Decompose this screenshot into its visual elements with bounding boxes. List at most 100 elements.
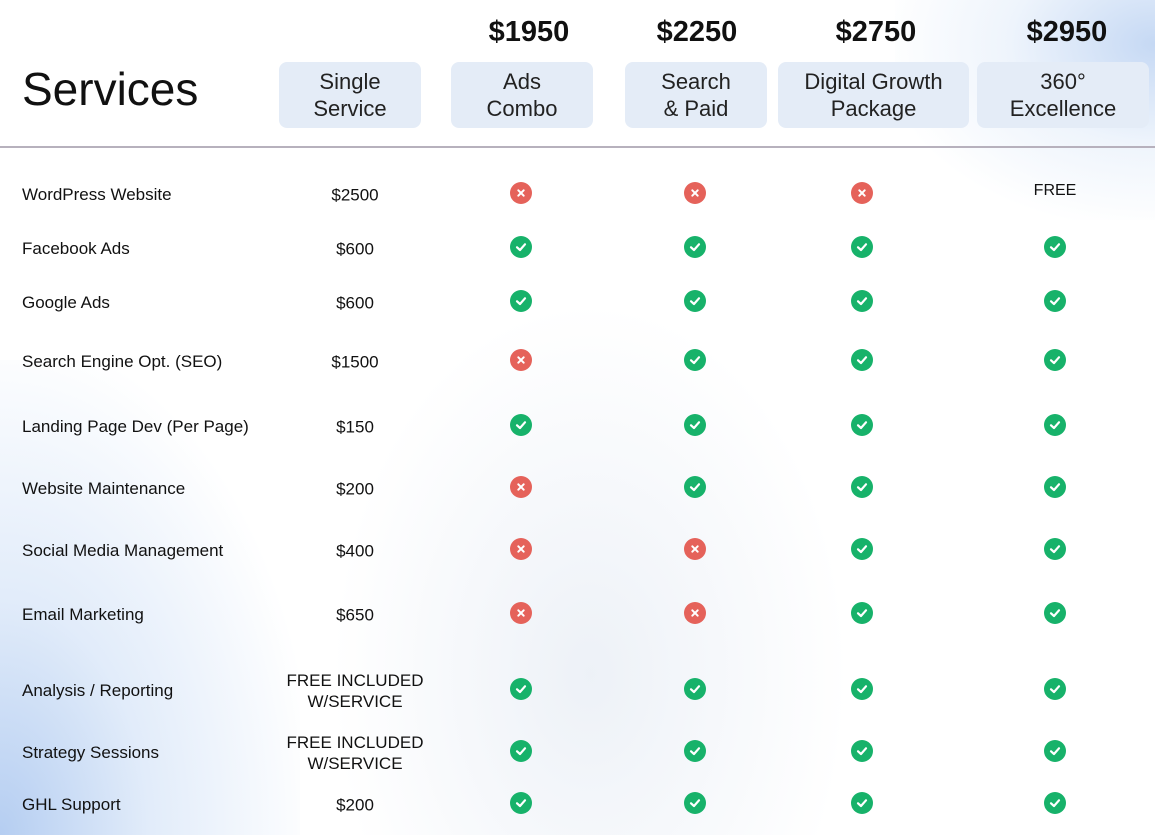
package-name-line2: & Paid [663, 96, 729, 121]
check-icon [1044, 236, 1066, 258]
check-icon [1044, 290, 1066, 312]
price-line1: $1500 [331, 352, 379, 372]
price-line1: $400 [336, 541, 374, 561]
check-icon [1044, 792, 1066, 814]
price-line1: $200 [336, 795, 374, 815]
check-icon [510, 740, 532, 762]
check-icon [1044, 678, 1066, 700]
price-line2: W/SERVICE [307, 754, 403, 773]
package-name-line2: Combo [486, 96, 558, 121]
price-line1: $200 [336, 479, 374, 499]
check-icon [851, 602, 873, 624]
check-icon [684, 740, 706, 762]
row-single-price: $1500 [331, 352, 378, 373]
check-icon [1044, 349, 1066, 371]
check-icon [851, 678, 873, 700]
check-icon [684, 414, 706, 436]
price-digital-growth: $2750 [835, 16, 917, 48]
price-line1: $150 [336, 417, 374, 437]
row-service-name: GHL Support [22, 795, 121, 814]
check-icon [684, 678, 706, 700]
price-line2: W/SERVICE [307, 692, 403, 711]
package-name-line2: Service [313, 96, 387, 121]
cross-icon [684, 182, 706, 204]
background-glow-center [330, 300, 850, 835]
package-header-ads-combo: Ads Combo [451, 62, 593, 128]
row-service-name: Strategy Sessions [22, 743, 160, 762]
price-line1: $600 [336, 293, 374, 313]
cross-icon [510, 349, 532, 371]
row-service-name: Google Ads [22, 293, 110, 312]
row-single-price: $200 [336, 479, 374, 500]
check-icon [510, 236, 532, 258]
check-icon [510, 414, 532, 436]
row-service-name: Email Marketing [22, 605, 144, 624]
package-header-search-paid: Search & Paid [625, 62, 767, 128]
package-name-line2: Excellence [1009, 96, 1117, 121]
check-icon [1044, 740, 1066, 762]
cross-icon [684, 602, 706, 624]
row-single-price: $600 [336, 239, 374, 260]
package-name-line1: Search [661, 69, 731, 94]
row-single-price: FREE INCLUDED W/SERVICE [287, 670, 424, 712]
row-single-price: $150 [336, 417, 374, 438]
cross-icon [510, 476, 532, 498]
cross-icon [510, 538, 532, 560]
row-single-price: $200 [336, 795, 374, 816]
check-icon [1044, 414, 1066, 436]
check-icon [1044, 476, 1066, 498]
price-360-excellence: $2950 [1026, 16, 1108, 48]
check-icon [510, 678, 532, 700]
package-name-line1: 360° [1040, 69, 1086, 94]
check-icon [684, 349, 706, 371]
price-line1: FREE INCLUDED [286, 733, 424, 752]
cross-icon [684, 538, 706, 560]
row-single-price: $400 [336, 541, 374, 562]
row-service-name: WordPress Website [22, 185, 172, 204]
row-service-name: Facebook Ads [22, 239, 130, 258]
price-line1: FREE INCLUDED [286, 671, 424, 690]
price-line1: $2500 [331, 185, 379, 205]
package-name-line1: Digital Growth [804, 69, 943, 94]
row-service-name: Analysis / Reporting [22, 681, 174, 700]
check-icon [851, 740, 873, 762]
check-icon [510, 792, 532, 814]
cross-icon [510, 602, 532, 624]
check-icon [851, 414, 873, 436]
background-glow-left [0, 360, 300, 835]
price-line1: $600 [336, 239, 374, 259]
cross-icon [510, 182, 532, 204]
row-service-name: Website Maintenance [22, 479, 186, 498]
package-header-single-service: Single Service [279, 62, 421, 128]
row-single-price: FREE INCLUDED W/SERVICE [287, 732, 424, 774]
package-name-line2: Package [830, 96, 917, 121]
check-icon [1044, 602, 1066, 624]
row-service-name: Social Media Management [22, 541, 224, 560]
free-label: FREE [1033, 182, 1077, 199]
price-search-paid: $2250 [656, 16, 738, 48]
row-service-name: Landing Page Dev (Per Page) [22, 417, 249, 436]
check-icon [684, 290, 706, 312]
check-icon [851, 236, 873, 258]
check-icon [684, 476, 706, 498]
check-icon [510, 290, 532, 312]
row-single-price: $650 [336, 605, 374, 626]
check-icon [851, 792, 873, 814]
check-icon [851, 476, 873, 498]
price-line1: $650 [336, 605, 374, 625]
package-name-line1: Ads [503, 69, 541, 94]
check-icon [851, 349, 873, 371]
package-name-line1: Single [319, 69, 381, 94]
price-ads-combo: $1950 [488, 16, 570, 48]
package-header-digital-growth: Digital Growth Package [778, 62, 969, 128]
row-service-name: Search Engine Opt. (SEO) [22, 352, 223, 371]
row-single-price: $600 [336, 293, 374, 314]
row-single-price: $2500 [331, 185, 378, 206]
check-icon [1044, 538, 1066, 560]
header-divider [0, 146, 1155, 148]
check-icon [684, 792, 706, 814]
page-title: Services [22, 63, 199, 115]
check-icon [684, 236, 706, 258]
package-header-360-excellence: 360° Excellence [977, 62, 1149, 128]
cross-icon [851, 182, 873, 204]
